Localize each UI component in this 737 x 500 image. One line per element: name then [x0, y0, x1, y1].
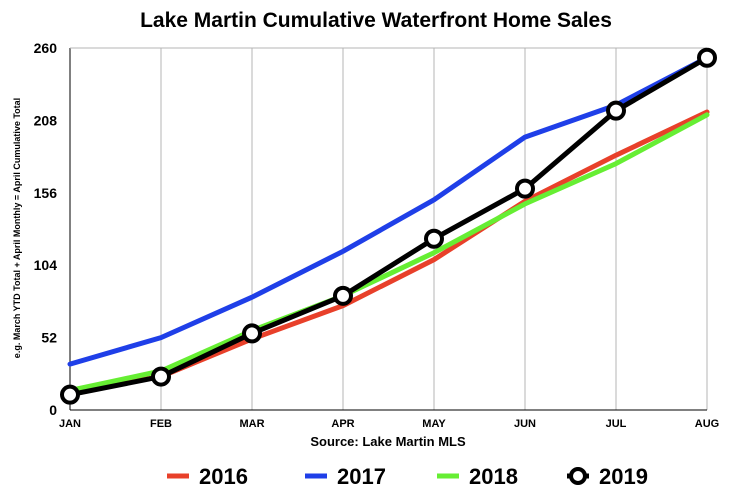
data-point-2019 [697, 47, 717, 68]
y-tick-label: 208 [34, 112, 58, 128]
x-tick-label: MAY [422, 418, 446, 430]
legend-label: 2016 [199, 464, 248, 489]
x-tick-label: JUN [514, 418, 536, 430]
x-axis-label: Source: Lake Martin MLS [310, 434, 466, 449]
data-point-2019 [333, 285, 353, 306]
y-ticks: 0 52 104 156 208 260 [34, 40, 58, 418]
series-line-2018 [67, 112, 710, 393]
series-line-2017 [67, 55, 710, 367]
x-tick-label: AUG [695, 418, 719, 430]
data-point-2019 [242, 323, 262, 344]
data-point-2019 [60, 384, 80, 405]
x-ticks: JAN FEB MAR APR MAY JUN JUL AUG [59, 418, 719, 430]
legend-label: 2019 [599, 464, 648, 489]
series-line-2019 [67, 55, 710, 398]
series-lines [60, 47, 717, 405]
legend-marker [569, 467, 587, 485]
series-2019 [60, 47, 717, 405]
series-line-2016 [67, 109, 710, 395]
legend-item-2017: 2017 [305, 464, 386, 489]
x-tick-label: FEB [150, 418, 172, 430]
data-point-2019 [515, 178, 535, 199]
legend-item-2016: 2016 [167, 464, 248, 489]
series-2018 [67, 112, 710, 393]
y-tick-label: 260 [34, 40, 58, 56]
y-tick-label: 0 [49, 402, 57, 418]
y-tick-label: 104 [34, 257, 58, 273]
x-tick-label: JAN [59, 418, 81, 430]
series-2016 [67, 109, 710, 395]
legend-item-2019: 2019 [567, 464, 648, 489]
y-axis-label: e.g. March YTD Total + April Monthly = A… [12, 98, 22, 358]
legend-label: 2018 [469, 464, 518, 489]
y-tick-label: 52 [41, 330, 57, 346]
chart-title: Lake Martin Cumulative Waterfront Home S… [140, 9, 612, 32]
data-point-2019 [424, 228, 444, 249]
legend-label: 2017 [337, 464, 386, 489]
x-tick-label: JUL [606, 418, 627, 430]
legend: 2016 2017 2018 2019 [167, 464, 648, 489]
y-tick-label: 156 [34, 185, 58, 201]
data-point-2019 [151, 366, 171, 387]
legend-item-2018: 2018 [437, 464, 518, 489]
series-2017 [67, 55, 710, 367]
x-tick-label: APR [331, 418, 354, 430]
x-tick-label: MAR [239, 418, 264, 430]
data-point-2019 [606, 100, 626, 121]
